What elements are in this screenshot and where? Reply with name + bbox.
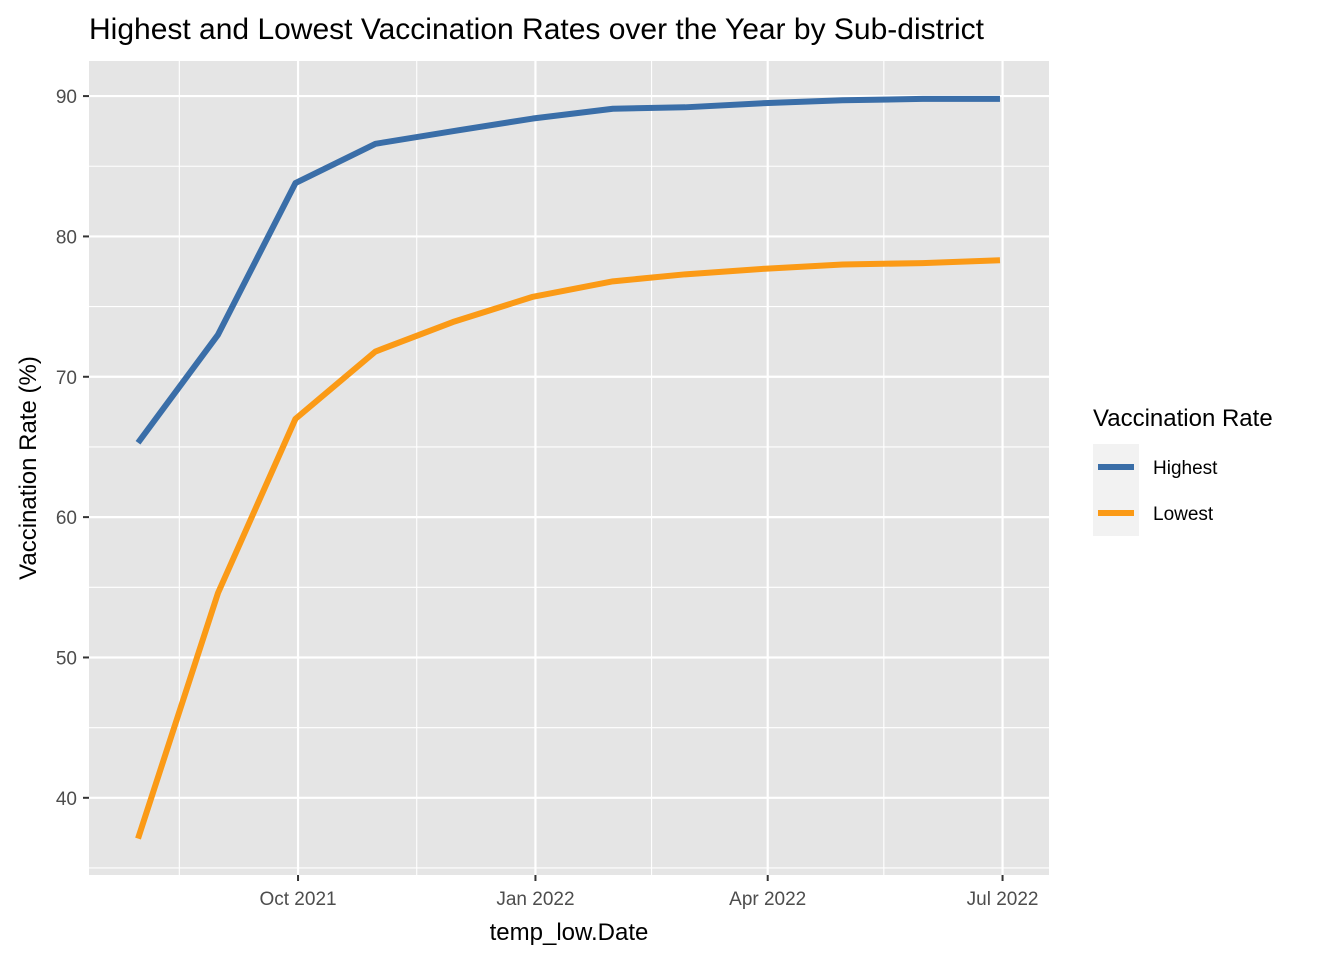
- minor-gridlines-x: [178, 61, 885, 875]
- y-tick-label: 40: [56, 789, 77, 810]
- y-axis-title: Vaccination Rate (%): [15, 356, 42, 580]
- y-tick-label: 70: [56, 368, 77, 389]
- legend-key-background: [1093, 444, 1139, 536]
- series-lines: [135, 95, 1001, 840]
- x-tick-label: Jan 2022: [496, 889, 574, 910]
- x-axis-ticks: Oct 2021 Jan 2022 Apr 2022 Jul 2022: [259, 875, 1038, 910]
- x-tick-label: Oct 2021: [259, 889, 336, 910]
- chart-title: Highest and Lowest Vaccination Rates ove…: [89, 13, 985, 46]
- y-axis-ticks: 40 50 60 70 80 90: [56, 87, 89, 810]
- x-axis-title: temp_low.Date: [490, 919, 649, 946]
- series-line-highest: [135, 95, 1000, 445]
- major-gridlines-x: [296, 61, 1004, 875]
- y-tick-label: 60: [56, 508, 77, 529]
- legend-title: Vaccination Rate: [1093, 405, 1273, 432]
- x-tick-label: Jul 2022: [967, 889, 1039, 910]
- series-line-lowest: [135, 257, 1001, 840]
- legend: Vaccination Rate Highest Lowest: [1093, 405, 1273, 536]
- legend-label-highest: Highest: [1153, 458, 1218, 479]
- legend-label-lowest: Lowest: [1153, 504, 1214, 525]
- x-tick-label: Apr 2022: [729, 889, 806, 910]
- minor-gridlines-y: [89, 165, 1049, 869]
- y-tick-label: 80: [56, 227, 77, 248]
- y-tick-label: 90: [56, 87, 77, 108]
- plot-panel: [89, 61, 1049, 875]
- y-tick-label: 50: [56, 648, 77, 669]
- major-gridlines-y: [89, 94, 1049, 799]
